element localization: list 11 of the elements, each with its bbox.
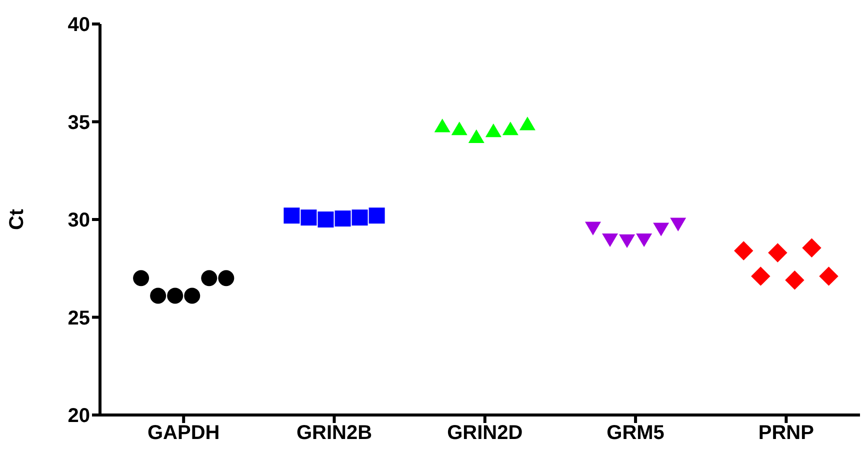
y-tick-label: 40 (68, 14, 90, 36)
y-tick-label: 35 (68, 112, 90, 134)
x-tick-label: GRM5 (606, 422, 664, 444)
y-axis-title: Ct (6, 208, 28, 230)
x-tick-label: GRIN2D (447, 422, 523, 444)
x-tick-label: PRNP (758, 422, 814, 444)
y-tick-label: 20 (68, 405, 90, 428)
y-tick-label: 30 (68, 210, 90, 232)
x-tick-label: GAPDH (147, 422, 220, 444)
y-tick-label: 25 (68, 307, 90, 330)
x-tick-label: GRIN2B (296, 422, 372, 444)
